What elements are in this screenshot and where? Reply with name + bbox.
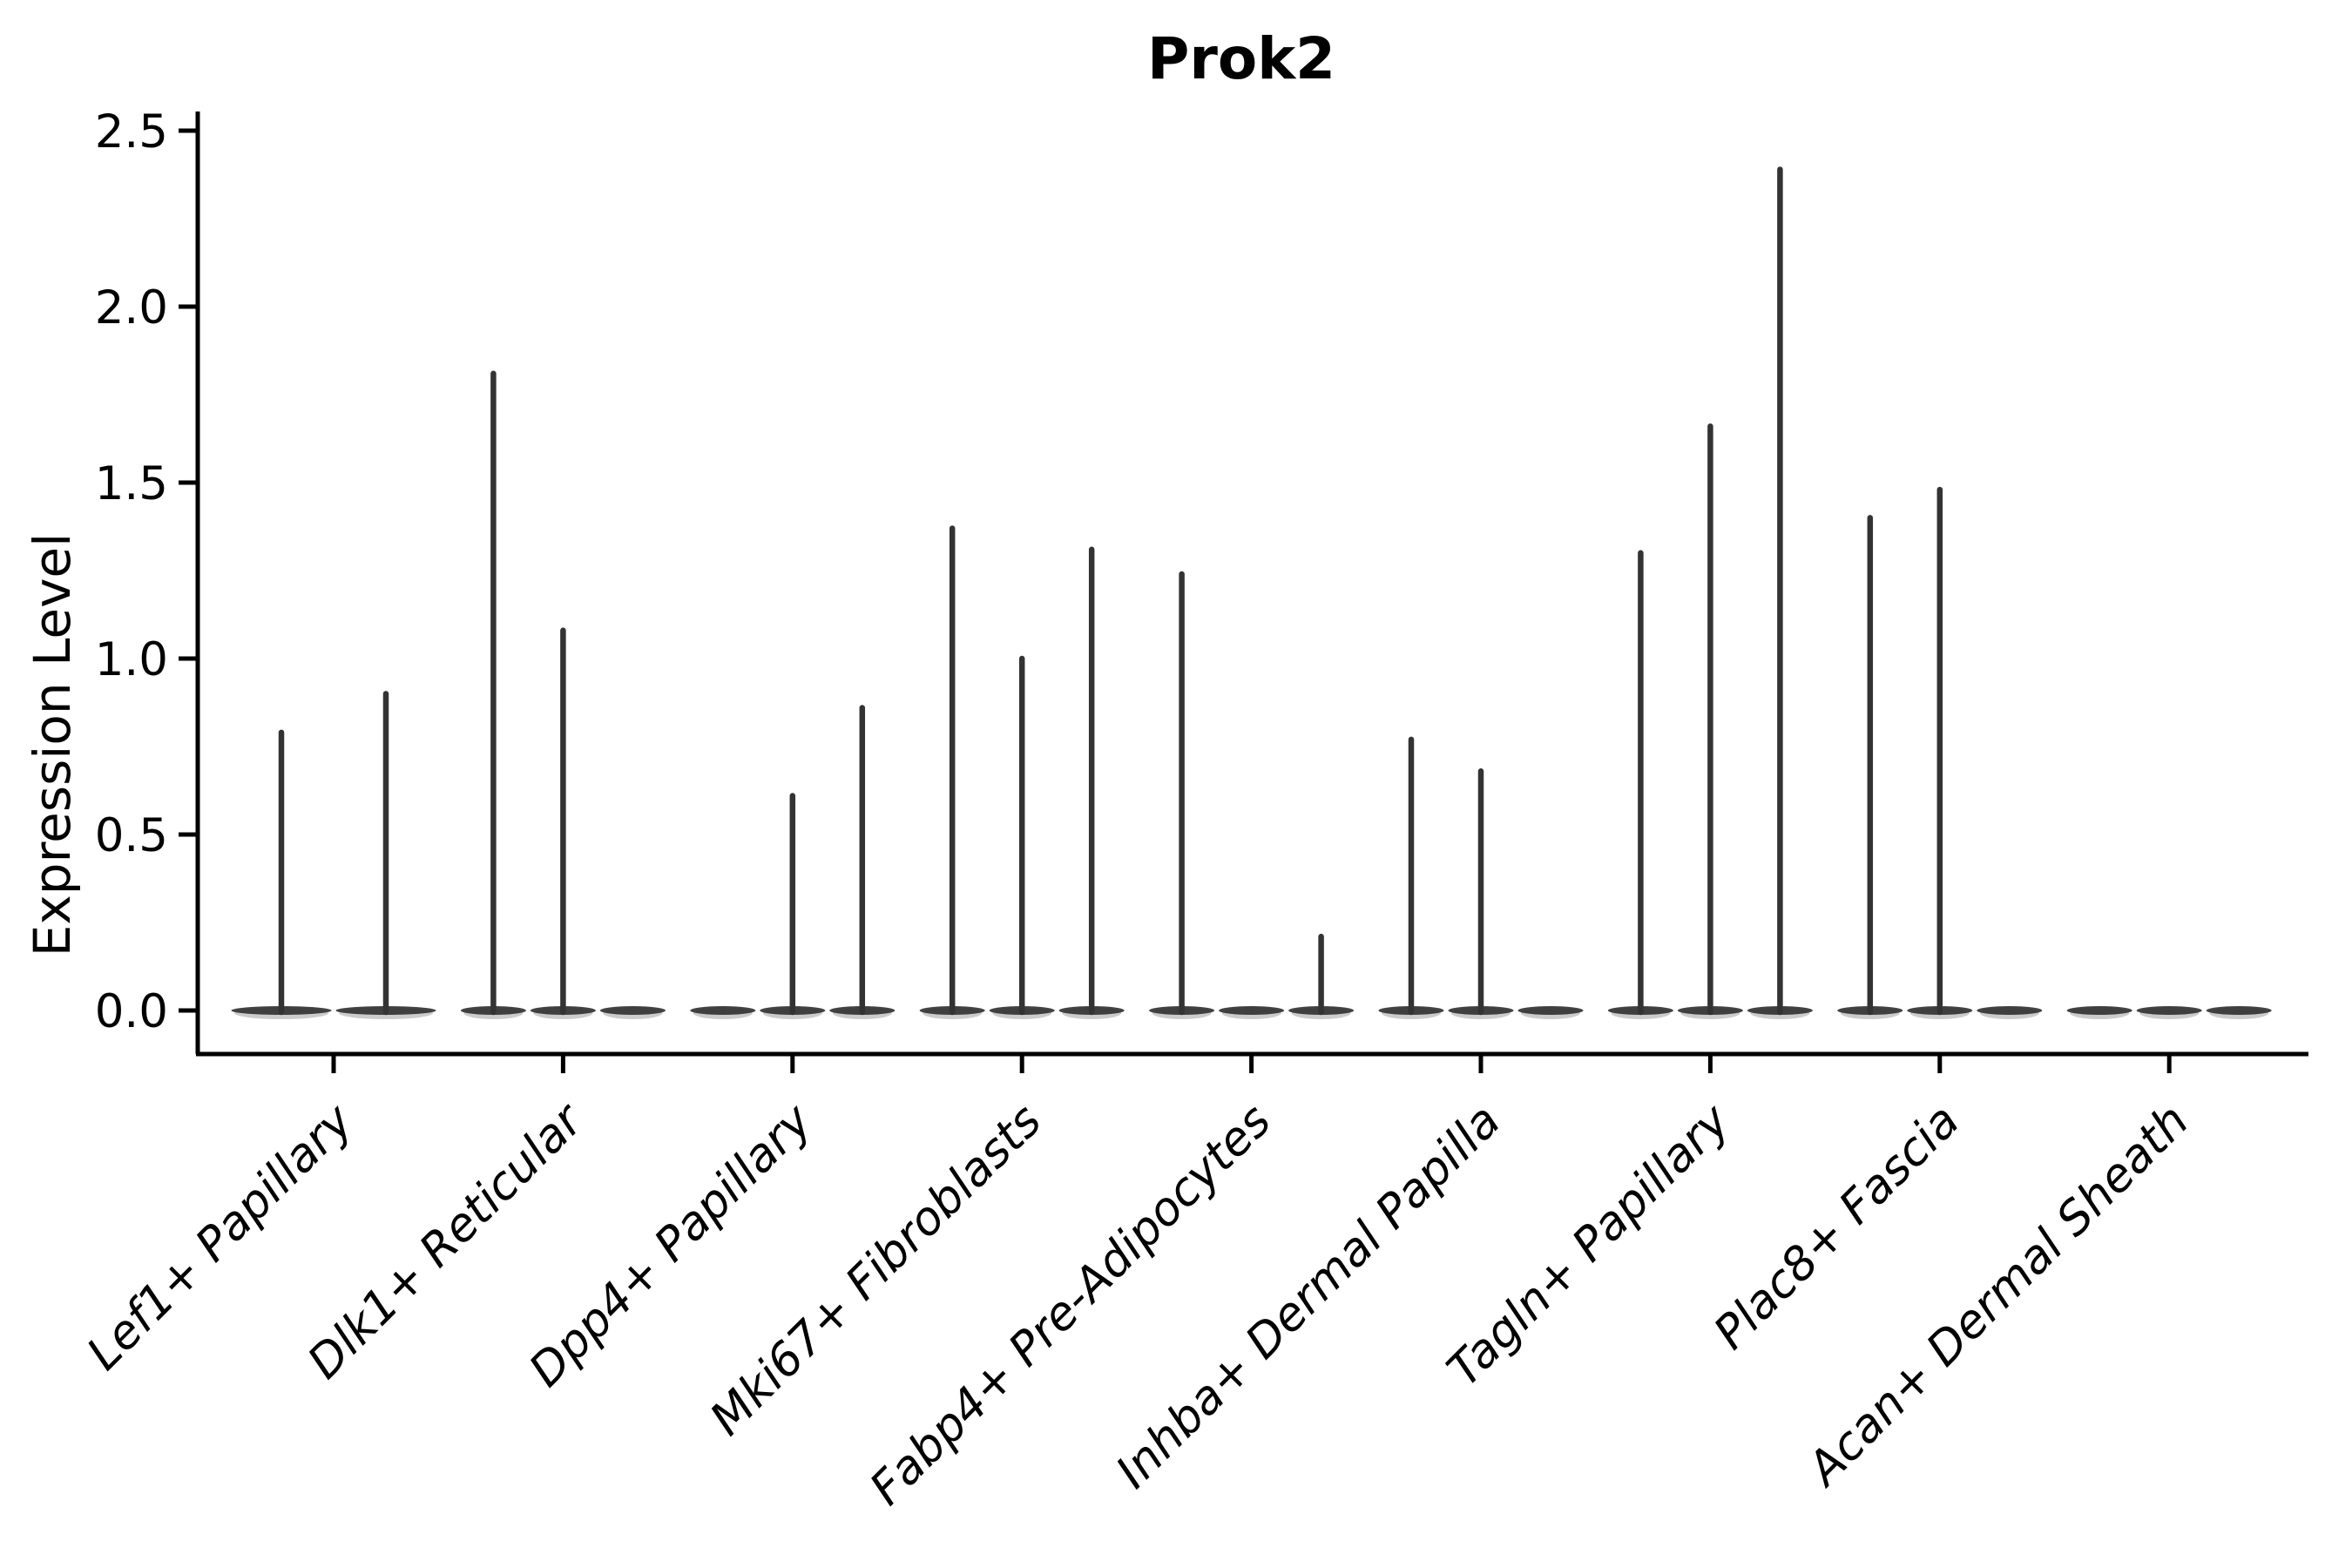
violin-base bbox=[1219, 1006, 1285, 1015]
chart-title: Prok2 bbox=[1147, 25, 1335, 92]
violin-group-5 bbox=[1149, 571, 1355, 1019]
x-tick-label-6: Inhba+ Dermal Papilla bbox=[1106, 1094, 1511, 1498]
x-tick-label-9: Acan+ Dermal Sheath bbox=[1796, 1094, 2200, 1497]
y-tick-label-1.5: 1.5 bbox=[95, 457, 168, 510]
y-tick-label-2.0: 2.0 bbox=[95, 281, 168, 335]
violin-base-shadow bbox=[603, 1007, 663, 1019]
y-tick-label-0.0: 0.0 bbox=[95, 985, 168, 1038]
violins-layer bbox=[231, 166, 2272, 1019]
violin-base bbox=[599, 1006, 666, 1015]
violin-group-1 bbox=[231, 691, 436, 1019]
x-tick-label-8: Plac8+ Fascia bbox=[1704, 1094, 1970, 1360]
y-axis: 0.0 0.5 1.0 1.5 2.0 2.5 bbox=[95, 105, 200, 1054]
y-axis-label: Expression Level bbox=[23, 533, 82, 956]
y-tick-label-1.0: 1.0 bbox=[95, 633, 168, 686]
violin-base-shadow bbox=[693, 1007, 753, 1019]
violin-base-shadow bbox=[2209, 1007, 2269, 1019]
y-tick-label-2.5: 2.5 bbox=[95, 105, 168, 159]
x-tick-label-5: Fabp4+ Pre-Adipocytes bbox=[860, 1094, 1281, 1516]
violin-base bbox=[2206, 1006, 2272, 1015]
violin-base bbox=[2136, 1006, 2202, 1015]
violin-group-2 bbox=[460, 370, 666, 1019]
violin-base-shadow bbox=[1221, 1007, 1281, 1019]
violin-base bbox=[690, 1006, 756, 1015]
y-tick-label-0.5: 0.5 bbox=[95, 809, 168, 862]
violin-base-shadow bbox=[1979, 1007, 2039, 1019]
violin-group-7 bbox=[1607, 166, 1813, 1019]
violin-group-3 bbox=[690, 705, 896, 1019]
violin-group-4 bbox=[919, 525, 1125, 1019]
violin-base-shadow bbox=[1521, 1007, 1580, 1019]
violin-base-shadow bbox=[2139, 1007, 2200, 1019]
violin-base bbox=[1517, 1006, 1584, 1015]
violin-base-shadow bbox=[2070, 1007, 2130, 1019]
violin-base bbox=[1977, 1006, 2043, 1015]
violin-group-6 bbox=[1378, 736, 1584, 1019]
violin-group-9 bbox=[2066, 1006, 2272, 1019]
violin-base bbox=[2066, 1006, 2132, 1015]
violin-group-8 bbox=[1837, 486, 2043, 1019]
